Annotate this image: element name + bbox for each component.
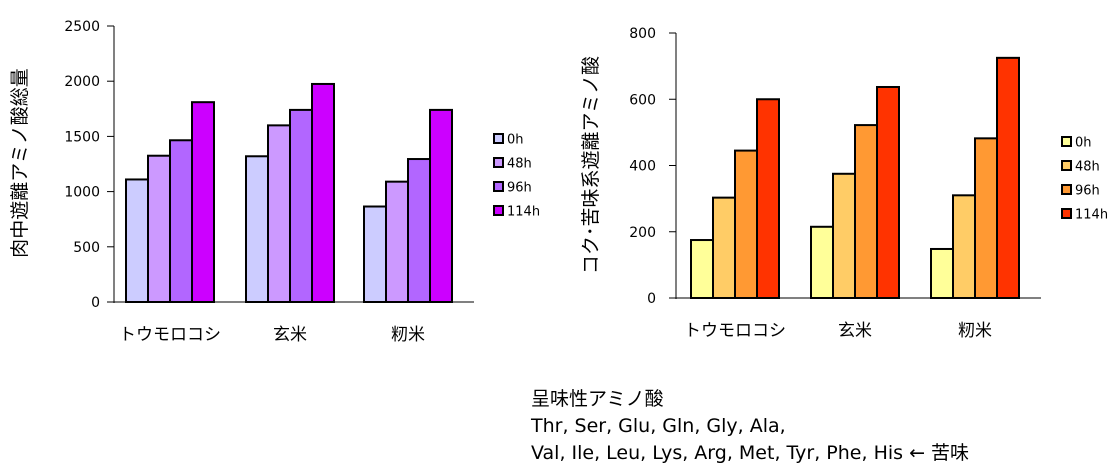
y-tick-label: 2500 [64, 19, 100, 35]
bar-96h-3 [407, 158, 431, 303]
category-label: トウモロコシ [684, 321, 786, 341]
note-line-2: Val, Ile, Leu, Lys, Arg, Met, Tyr, Phe, … [531, 442, 970, 464]
y-tick-label: 800 [629, 26, 656, 42]
y-tick-label: 0 [647, 291, 656, 307]
bar-114h-3 [996, 56, 1020, 299]
legend-swatch-0h [493, 133, 504, 144]
bar-0h-1 [690, 239, 714, 299]
legend-label-0h: 0h [507, 133, 524, 148]
legend-swatch-48h [493, 157, 504, 168]
bar-114h-1 [191, 101, 215, 304]
legend-swatch-114h [1061, 208, 1072, 219]
bar-0h-2 [810, 225, 834, 299]
chart-1: 0 500 1000 1500 2000 2500 トウモロコシ 玄米 籾米 肉中遊離アミノ酸総量… [9, 19, 540, 345]
y-axis-label: 肉中遊離アミノ酸総量 [9, 68, 31, 258]
bar-114h-3 [429, 108, 453, 303]
bar-48h-3 [385, 180, 409, 303]
chart-2: 0 200 400 600 800 トウモロコシ 玄米 籾米 コク･苦味系遊離アミノ酸 0h 48h… [580, 26, 1108, 341]
legend-label-0h: 0h [1075, 136, 1092, 151]
legend-swatch-96h [493, 181, 504, 192]
bar-0h-1 [125, 178, 149, 303]
y-tick-label: 500 [73, 240, 100, 256]
bar-48h-3 [952, 194, 976, 299]
legend-label-114h: 114h [1075, 208, 1108, 223]
y-tick-label: 2000 [64, 74, 100, 90]
legend-label-96h: 96h [507, 181, 532, 196]
category-label: 籾米 [391, 325, 425, 345]
category-label: 玄米 [273, 325, 307, 345]
bar-96h-2 [289, 108, 313, 303]
note-title: 呈味性アミノ酸 [531, 388, 664, 410]
legend-label-96h: 96h [1075, 184, 1100, 199]
category-label: 玄米 [838, 321, 872, 341]
category-label: トウモロコシ [119, 325, 221, 345]
bar-114h-2 [876, 85, 900, 300]
bar-48h-1 [712, 196, 736, 300]
y-tick-label: 400 [629, 159, 656, 175]
legend-label-114h: 114h [507, 205, 540, 220]
bar-48h-2 [267, 124, 291, 303]
y-tick-label: 1000 [64, 185, 100, 201]
y-tick-label: 200 [629, 225, 656, 241]
y-tick-label: 1500 [64, 129, 100, 145]
bar-0h-2 [245, 155, 269, 303]
legend-label-48h: 48h [1075, 160, 1100, 175]
category-label: 籾米 [958, 321, 992, 341]
legend-swatch-48h [1061, 160, 1072, 171]
bar-114h-2 [311, 82, 335, 303]
note-line-1: Thr, Ser, Glu, Gln, Gly, Ala, [531, 415, 786, 437]
bar-0h-3 [363, 205, 387, 303]
legend-swatch-0h [1061, 136, 1072, 147]
taste-amino-acid-note: 呈味性アミノ酸 Thr, Ser, Glu, Gln, Gly, Ala, Va… [531, 386, 969, 467]
legend-swatch-114h [493, 205, 504, 216]
bar-48h-1 [147, 154, 171, 303]
y-tick-label: 600 [629, 92, 656, 108]
bar-0h-3 [930, 247, 954, 300]
bar-48h-2 [832, 172, 856, 299]
y-tick-label: 0 [91, 295, 100, 311]
bar-114h-1 [756, 98, 780, 299]
legend-label-48h: 48h [507, 157, 532, 172]
bar-96h-1 [734, 149, 758, 299]
bar-96h-3 [974, 137, 998, 299]
bar-96h-1 [169, 139, 193, 303]
y-axis-label: コク･苦味系遊離アミノ酸 [580, 56, 602, 274]
bar-96h-2 [854, 124, 878, 300]
legend-swatch-96h [1061, 184, 1072, 195]
